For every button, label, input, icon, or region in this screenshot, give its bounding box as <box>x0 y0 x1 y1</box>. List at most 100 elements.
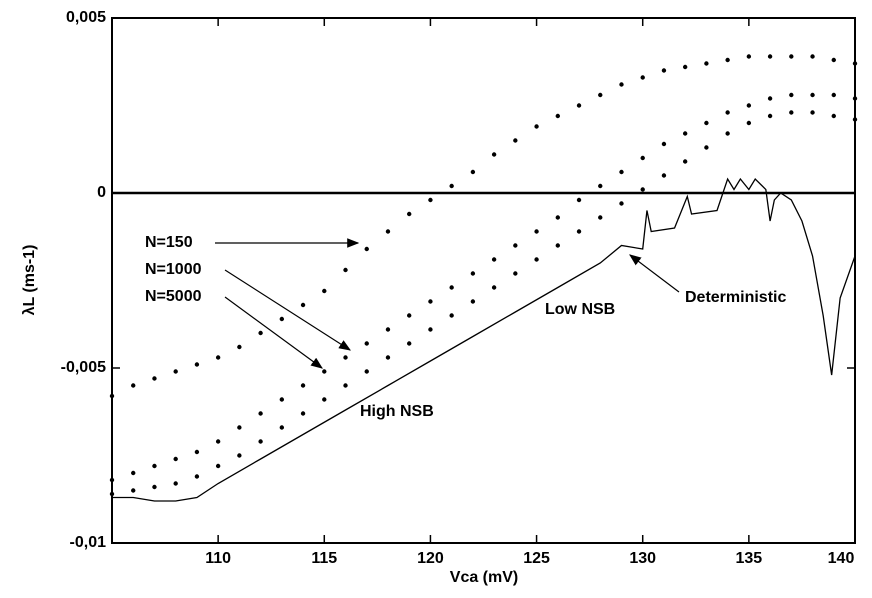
data-point <box>661 173 667 178</box>
data-point <box>470 271 476 276</box>
data-point <box>173 456 178 462</box>
data-point <box>576 197 582 203</box>
data-point <box>237 344 242 350</box>
data-point <box>407 211 412 217</box>
data-point <box>364 369 369 374</box>
x-tick-label: 130 <box>629 550 656 567</box>
data-point <box>300 383 306 388</box>
data-point <box>576 103 582 108</box>
data-point <box>746 103 752 108</box>
data-point <box>343 355 348 360</box>
data-point <box>428 299 433 304</box>
data-point <box>767 113 773 119</box>
y-tick-label: -0,005 <box>61 359 106 376</box>
y-axis-label: λL (ms-1) <box>21 245 38 316</box>
data-point <box>279 425 285 430</box>
series-label: N=150 <box>145 234 193 251</box>
data-point <box>725 110 730 115</box>
data-point <box>619 169 624 175</box>
data-point <box>109 491 115 497</box>
data-point <box>131 488 136 493</box>
data-point <box>470 169 476 175</box>
data-point <box>725 57 730 63</box>
data-point <box>831 113 836 119</box>
data-point <box>682 131 688 136</box>
data-point <box>661 68 667 73</box>
x-tick-label: 140 <box>828 550 855 567</box>
data-point <box>767 54 773 59</box>
data-point <box>385 327 391 332</box>
data-point <box>470 299 476 304</box>
data-point <box>173 481 178 486</box>
data-point <box>534 229 539 234</box>
data-point <box>746 54 752 59</box>
data-point <box>237 453 242 458</box>
data-point <box>513 243 518 248</box>
data-point <box>640 75 645 80</box>
data-point <box>534 124 539 129</box>
data-point <box>640 187 645 192</box>
data-point <box>300 302 306 308</box>
data-point <box>725 131 730 136</box>
data-point <box>300 411 306 416</box>
data-point <box>152 376 157 381</box>
data-point <box>385 355 391 360</box>
data-point <box>513 271 518 276</box>
data-point <box>810 110 815 115</box>
data-point <box>491 285 497 290</box>
series-label: Deterministic <box>685 289 786 306</box>
data-point <box>746 120 752 126</box>
data-point <box>428 327 433 332</box>
data-point <box>640 155 645 161</box>
data-point <box>513 138 518 143</box>
series-label: N=5000 <box>145 288 202 305</box>
data-point <box>491 152 497 157</box>
data-point <box>852 96 858 101</box>
data-point <box>131 470 136 476</box>
data-point <box>343 383 348 388</box>
y-tick-label: 0,005 <box>66 9 106 26</box>
data-point <box>237 425 242 430</box>
x-axis-label: Vca (mV) <box>450 569 518 586</box>
data-point <box>449 313 454 318</box>
data-point <box>767 96 773 101</box>
annotation-arrow <box>224 296 323 369</box>
data-point <box>534 257 539 262</box>
data-point <box>449 285 454 290</box>
annotation-arrow <box>629 254 680 293</box>
data-point <box>152 463 157 469</box>
y-tick-label: 0 <box>97 184 106 201</box>
data-point <box>173 369 178 374</box>
data-point <box>661 141 667 147</box>
data-point <box>598 92 603 98</box>
data-point <box>682 64 688 70</box>
data-point <box>491 257 497 262</box>
data-point <box>407 341 412 346</box>
data-point <box>109 393 115 399</box>
data-point <box>322 369 327 374</box>
data-point <box>598 215 603 220</box>
plot-frame <box>111 17 856 544</box>
x-tick-label: 115 <box>311 550 337 567</box>
data-point <box>682 159 688 164</box>
data-point <box>619 82 624 87</box>
x-tick-label: 135 <box>736 550 763 567</box>
data-point <box>279 316 285 322</box>
data-point <box>789 92 794 98</box>
deterministic-line <box>112 177 856 502</box>
data-point <box>322 288 327 294</box>
data-point <box>704 120 709 126</box>
data-point <box>215 355 221 360</box>
data-point <box>428 197 433 203</box>
annotation-arrow <box>224 269 352 351</box>
data-point <box>407 313 412 318</box>
data-point <box>194 362 200 367</box>
data-point <box>279 397 285 402</box>
annotation: High NSB <box>360 403 434 420</box>
data-point <box>258 439 263 444</box>
data-point <box>258 330 263 336</box>
data-point <box>555 215 560 220</box>
data-point <box>215 463 221 469</box>
data-point <box>789 54 794 59</box>
